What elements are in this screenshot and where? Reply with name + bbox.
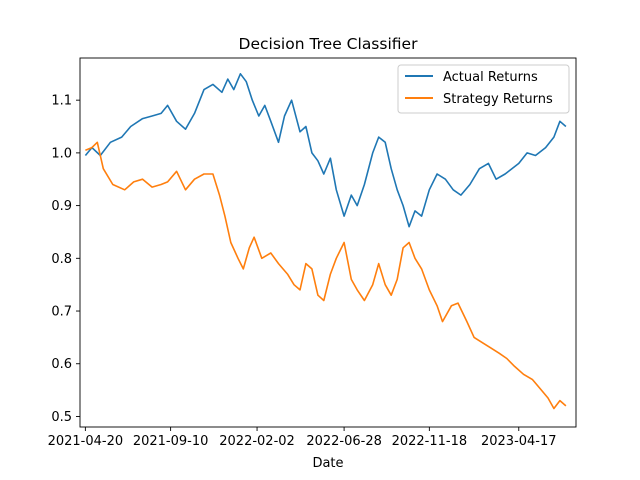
x-tick-label: 2022-02-02: [219, 434, 295, 449]
y-tick-label: 1.1: [51, 94, 72, 109]
x-tick-label: 2023-04-17: [481, 434, 557, 449]
y-tick-label: 0.5: [51, 410, 72, 425]
series-line-actual-returns: [84, 73, 567, 228]
plot-area: [80, 58, 576, 427]
y-tick-label: 0.7: [51, 305, 72, 320]
series-line-strategy-returns: [85, 141, 567, 410]
x-tick-label: 2022-11-18: [392, 434, 468, 449]
y-tick-label: 0.9: [51, 199, 72, 214]
chart-title: Decision Tree Classifier: [239, 35, 419, 53]
legend-box: [397, 64, 570, 114]
y-tick-label: 1.0: [51, 146, 72, 161]
y-tick-label: 0.6: [51, 357, 72, 372]
x-axis-label: Date: [312, 456, 343, 471]
x-axis-ticks: 2021-04-20 2021-09-10 2022-02-02 2022-06-28…: [48, 427, 557, 449]
legend: Actual Returns Strategy Returns: [397, 64, 570, 114]
x-tick-label: 2021-09-10: [133, 434, 209, 449]
y-tick-label: 0.8: [51, 252, 72, 267]
x-tick-label: 2022-06-28: [306, 434, 382, 449]
y-axis-ticks: 0.5 0.6 0.7 0.8 0.9 1.0 1.1: [51, 94, 80, 425]
legend-label-actual-returns: Actual Returns: [443, 70, 538, 85]
series-layer: [84, 73, 567, 410]
plot-frame: [79, 57, 577, 428]
legend-label-strategy-returns: Strategy Returns: [443, 92, 553, 107]
x-tick-label: 2021-04-20: [48, 434, 124, 449]
